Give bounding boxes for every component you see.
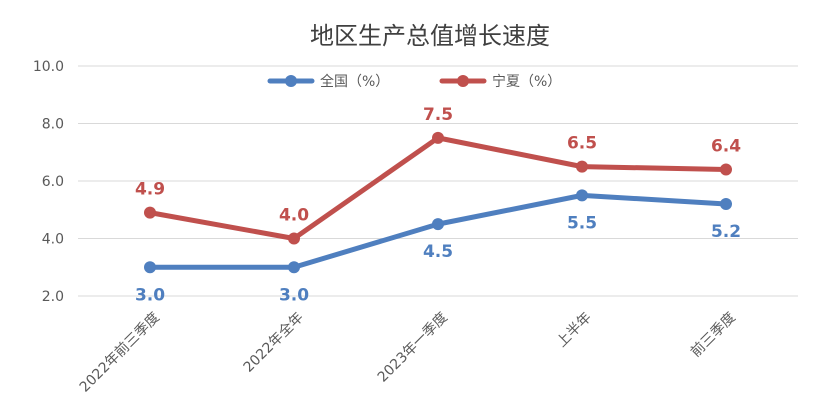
data-point — [288, 261, 300, 274]
data-label: 3.0 — [279, 285, 309, 305]
x-tick-label: 2022年全年 — [240, 309, 307, 376]
y-axis-ticks: 2.0 4.0 6.0 8.0 10.0 — [33, 59, 64, 305]
data-label: 7.5 — [423, 105, 453, 125]
y-tick-label: 6.0 — [42, 174, 64, 190]
data-point — [432, 218, 444, 231]
data-label: 4.5 — [423, 242, 453, 262]
data-point — [576, 160, 588, 173]
x-tick-label: 前三季度 — [687, 309, 739, 361]
legend-label: 全国（%） — [320, 73, 389, 90]
data-label: 3.0 — [135, 285, 165, 305]
legend: 全国（%） 宁夏（%） — [267, 73, 561, 90]
legend-label: 宁夏（%） — [492, 73, 561, 90]
y-tick-label: 8.0 — [42, 117, 64, 133]
data-label: 5.5 — [567, 213, 597, 233]
data-point — [144, 261, 156, 274]
x-tick-label: 2022年前三季度 — [76, 309, 163, 396]
data-point — [720, 198, 732, 210]
data-label: 5.2 — [711, 222, 741, 242]
x-axis-ticks: 2022年前三季度 2022年全年 2023年一季度 上半年 前三季度 — [76, 309, 739, 396]
data-point — [720, 163, 732, 176]
x-tick-label: 2023年一季度 — [375, 310, 451, 386]
x-tick-label: 上半年 — [554, 310, 595, 351]
data-point — [288, 232, 300, 245]
data-label: 4.0 — [279, 206, 309, 226]
legend-marker — [457, 75, 469, 87]
legend-marker — [285, 75, 297, 87]
data-label: 4.9 — [135, 180, 165, 200]
series-group — [144, 131, 732, 274]
gridlines — [78, 65, 798, 297]
chart-title: 地区生产总值增长速度 — [310, 22, 550, 50]
data-label: 6.4 — [711, 137, 741, 157]
data-point — [576, 189, 588, 202]
data-point — [432, 131, 444, 144]
y-tick-label: 4.0 — [42, 232, 64, 248]
data-label: 6.5 — [567, 134, 597, 154]
y-tick-label: 2.0 — [42, 289, 64, 305]
y-tick-label: 10.0 — [33, 59, 64, 75]
data-labels: 3.0 3.0 4.5 5.5 5.2 4.9 4.0 7.5 6.5 6.4 — [135, 105, 741, 305]
data-point — [144, 206, 156, 219]
legend-item: 全国（%） — [267, 73, 389, 90]
legend-item: 宁夏（%） — [439, 73, 561, 90]
